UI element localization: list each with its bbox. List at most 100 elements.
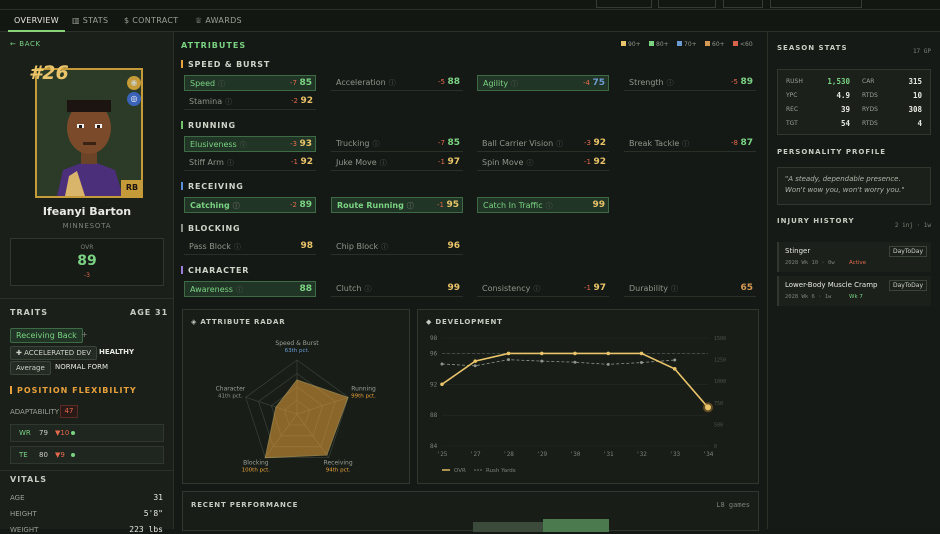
attribute-cell[interactable]: Durability ⓘ 65 xyxy=(624,281,756,297)
radar-axis-pct: 100th pct. xyxy=(242,467,271,473)
category-label: CHARACTER xyxy=(188,266,250,275)
tab-overview[interactable]: OVERVIEW xyxy=(8,10,66,32)
radar-axis-pct: 63th pct. xyxy=(285,348,310,354)
ovr-point xyxy=(573,351,577,356)
info-icon[interactable]: ⓘ xyxy=(671,285,679,293)
injury-item[interactable]: Lower-Body Muscle Cramp 2028 Wk 6 · 1w W… xyxy=(777,276,931,306)
info-icon[interactable]: ⓘ xyxy=(239,141,247,149)
attribute-cell[interactable]: Route Running ⓘ -1 95 xyxy=(331,197,463,213)
attribute-name: Speed ⓘ xyxy=(190,79,226,88)
info-icon[interactable]: ⓘ xyxy=(225,98,233,106)
attribute-cell[interactable]: Clutch ⓘ 99 xyxy=(331,281,463,297)
legend-swatch xyxy=(733,41,738,46)
attribute-cell[interactable]: Consistency ⓘ -1 97 xyxy=(477,281,609,297)
attribute-cell[interactable]: Trucking ⓘ -7 85 xyxy=(331,136,463,152)
personality-quote: "A steady, dependable presence. Won't wo… xyxy=(777,167,931,205)
attribute-cell[interactable]: Ball Carrier Vision ⓘ -3 92 xyxy=(477,136,609,152)
recent-title: RECENT PERFORMANCE xyxy=(191,501,299,509)
performance-bar xyxy=(473,522,543,532)
radar-panel: ◈ ATTRIBUTE RADAR Speed & Burst 63th pct.… xyxy=(182,309,410,484)
attribute-value: 75 xyxy=(592,78,605,88)
info-icon[interactable]: ⓘ xyxy=(364,285,372,293)
toolbar-button[interactable] xyxy=(596,0,652,8)
info-icon[interactable]: ⓘ xyxy=(232,202,240,210)
attribute-cell[interactable]: Stiff Arm ⓘ -1 92 xyxy=(184,155,316,171)
tab-contract[interactable]: $ CONTRACT xyxy=(124,10,178,32)
legend-label: 70+ xyxy=(684,41,697,48)
info-icon[interactable]: ⓘ xyxy=(666,79,674,87)
info-icon[interactable]: ⓘ xyxy=(526,159,534,167)
info-icon[interactable]: ⓘ xyxy=(533,285,541,293)
back-link[interactable]: ← BACK xyxy=(10,40,41,48)
info-icon[interactable]: ⓘ xyxy=(226,159,234,167)
injury-item[interactable]: Stinger 2028 Wk 10 · 0w Active DayToDay xyxy=(777,242,931,272)
info-icon[interactable]: ⓘ xyxy=(511,80,519,88)
radar-grid-ring xyxy=(245,359,349,459)
vital-key: AGE xyxy=(10,494,25,502)
trait-chip-label: ACCELERATED DEV xyxy=(24,349,92,357)
attribute-delta: -3 xyxy=(584,139,591,147)
toolbar-button[interactable] xyxy=(770,0,862,8)
position-row[interactable]: TE 80 ▼9 xyxy=(10,446,164,464)
info-icon[interactable]: ⓘ xyxy=(388,79,396,87)
attribute-cell[interactable]: Acceleration ⓘ -5 88 xyxy=(331,75,463,91)
trait-chip[interactable]: Average xyxy=(10,361,51,375)
category-label: RUNNING xyxy=(188,121,236,130)
attribute-cell[interactable]: Spin Move ⓘ -1 92 xyxy=(477,155,609,171)
injury-status: Wk 7 xyxy=(849,294,863,300)
info-icon[interactable]: ⓘ xyxy=(218,80,226,88)
legend-ovr-label: OVR xyxy=(454,468,466,474)
traits-title: TRAITS xyxy=(10,308,49,317)
radar-axis-pct: 99th pct. xyxy=(351,394,376,400)
attribute-cell[interactable]: Juke Move ⓘ -1 97 xyxy=(331,155,463,171)
radar-axis-pct: 41th pct. xyxy=(218,394,243,400)
attribute-name: Ball Carrier Vision ⓘ xyxy=(482,139,564,148)
attribute-cell[interactable]: Chip Block ⓘ 96 xyxy=(331,239,463,255)
legend-item: 70+ xyxy=(677,41,697,48)
legend-item: 90+ xyxy=(621,41,641,48)
attribute-cell[interactable]: Elusiveness ⓘ -3 93 xyxy=(184,136,316,152)
team-name: MINNESOTA xyxy=(62,222,112,230)
attribute-name: Acceleration ⓘ xyxy=(336,78,396,87)
info-icon[interactable]: ⓘ xyxy=(556,140,564,148)
attribute-cell[interactable]: Pass Block ⓘ 98 xyxy=(184,239,316,255)
attribute-cell[interactable]: Break Tackle ⓘ -8 87 xyxy=(624,136,756,152)
toolbar-button[interactable] xyxy=(723,0,763,8)
games-played: 17 GP xyxy=(912,48,931,55)
attribute-cell[interactable]: Catch In Traffic ⓘ 99 xyxy=(477,197,609,213)
attribute-cell[interactable]: Awareness ⓘ 88 xyxy=(184,281,316,297)
ovr-value: 89 xyxy=(77,253,97,269)
attribute-legend: 90+ 80+ 70+ 60+ <60 xyxy=(621,41,761,51)
attribute-name: Strength ⓘ xyxy=(629,78,674,87)
info-icon[interactable]: ⓘ xyxy=(235,286,243,294)
attribute-cell[interactable]: Speed ⓘ -7 85 xyxy=(184,75,316,91)
position-rating: 80 xyxy=(39,451,48,459)
radar-icon: ◈ xyxy=(191,318,201,326)
attribute-cell[interactable]: Catching ⓘ -2 89 xyxy=(184,197,316,213)
trait-chip[interactable]: Receiving Back xyxy=(10,328,83,343)
toolbar-button[interactable] xyxy=(658,0,716,8)
tab-stats[interactable]: ▥ STATS xyxy=(72,10,108,32)
top-toolbar xyxy=(0,0,940,10)
player-portrait xyxy=(37,70,141,196)
info-icon[interactable]: ⓘ xyxy=(682,140,690,148)
attribute-cell[interactable]: Agility ⓘ -4 75 xyxy=(477,75,609,91)
attribute-name: Clutch ⓘ xyxy=(336,284,372,293)
attribute-cell[interactable]: Strength ⓘ -5 89 xyxy=(624,75,756,91)
ovr-point xyxy=(705,404,711,411)
tab-awards[interactable]: ♕ AWARDS xyxy=(195,10,242,32)
x-tick-label: '31 xyxy=(603,451,614,458)
trait-chip[interactable]: ✚ ACCELERATED DEV xyxy=(10,346,98,360)
x-tick-label: '29 xyxy=(536,451,547,458)
info-icon[interactable]: ⓘ xyxy=(233,243,241,251)
more-traits[interactable]: + xyxy=(81,330,88,339)
rush-yards-point xyxy=(473,364,477,368)
attribute-cell[interactable]: Stamina ⓘ -2 92 xyxy=(184,94,316,110)
info-icon[interactable]: ⓘ xyxy=(545,202,553,210)
attribute-value: 88 xyxy=(447,77,460,87)
info-icon[interactable]: ⓘ xyxy=(379,159,387,167)
info-icon[interactable]: ⓘ xyxy=(372,140,380,148)
position-row[interactable]: WR 79 ▼10 xyxy=(10,424,164,442)
info-icon[interactable]: ⓘ xyxy=(406,202,414,210)
info-icon[interactable]: ⓘ xyxy=(381,243,389,251)
